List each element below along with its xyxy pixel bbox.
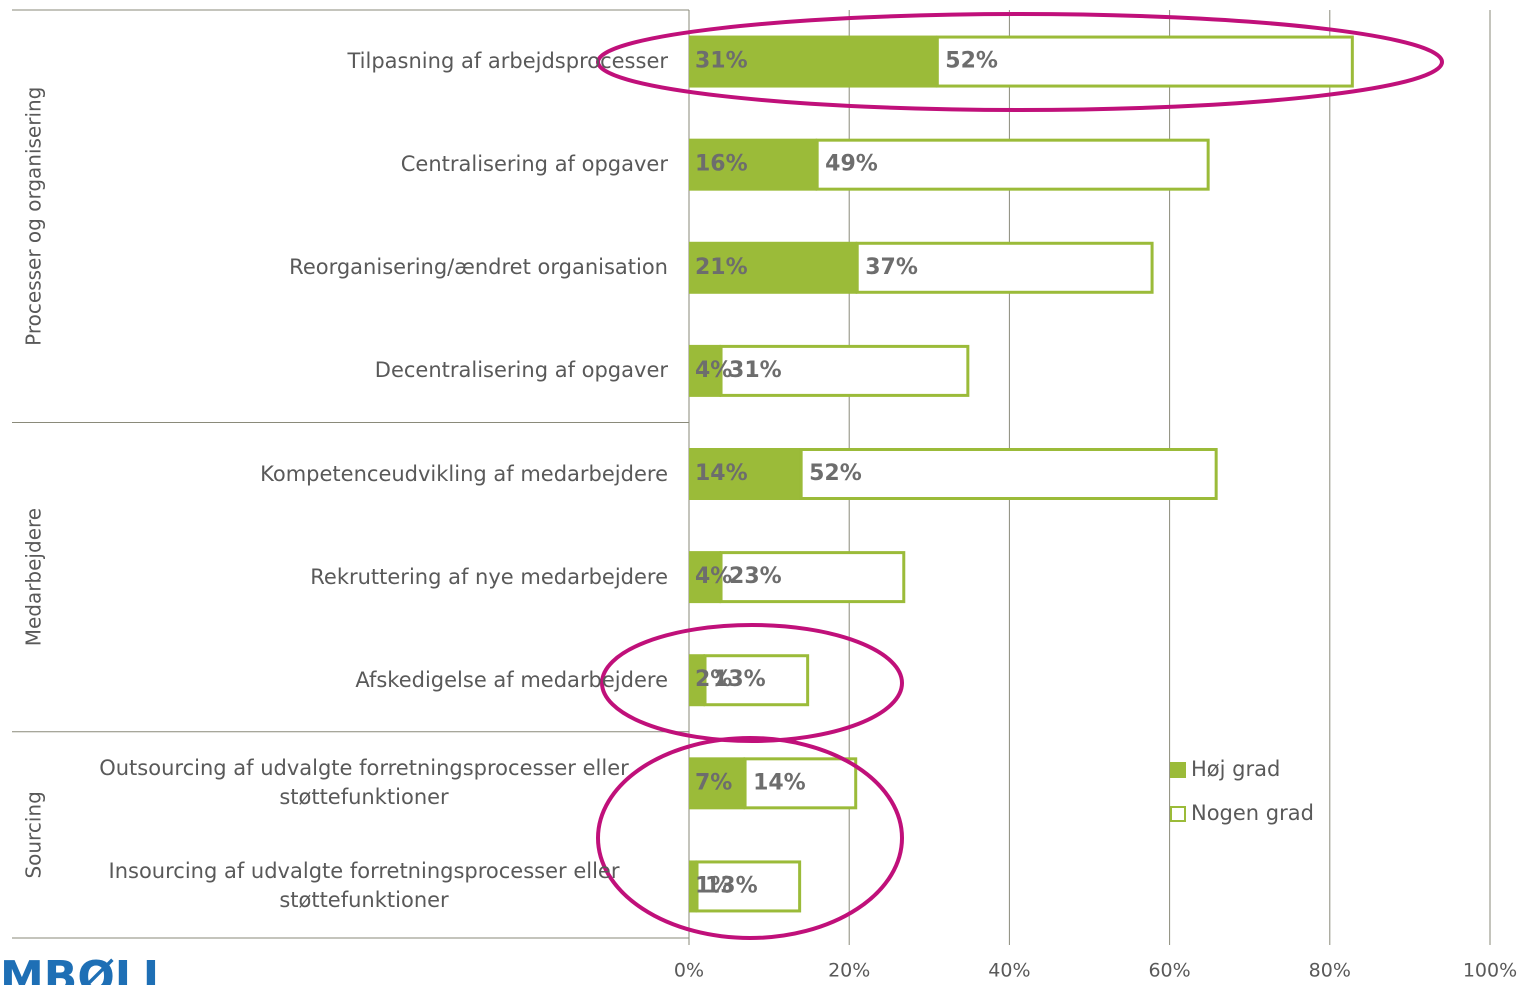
bar <box>799 448 1218 500</box>
data-label: 23% <box>729 564 782 589</box>
bar <box>703 654 810 707</box>
category-label-box: Reorganisering/ændret organisation <box>60 233 668 303</box>
highlight-ellipse <box>596 12 1444 112</box>
bar <box>719 551 906 604</box>
category-label-box: Outsourcing af udvalgte forretningsproce… <box>60 748 668 818</box>
bar <box>855 241 1154 294</box>
data-label: 14% <box>695 461 748 486</box>
group-label: Processer og organisering <box>22 87 46 346</box>
group-label: Sourcing <box>22 791 46 878</box>
data-label: 31% <box>695 49 748 74</box>
y-tick-label: Decentralisering af opgaver <box>374 358 668 383</box>
bar <box>935 35 1354 88</box>
bar <box>689 138 818 191</box>
category-label-box: Centralisering af opgaver <box>60 130 668 200</box>
category-label-box: Decentralisering af opgaver <box>60 336 668 406</box>
highlight-ellipse <box>600 623 904 743</box>
data-label: 1% <box>695 873 732 898</box>
logo: MBØLL <box>0 952 171 985</box>
bar <box>689 241 858 294</box>
data-label: 52% <box>809 461 862 486</box>
data-label: 2% <box>695 667 732 692</box>
bar <box>719 344 970 397</box>
y-tick-label: Outsourcing af udvalgte forretningsproce… <box>99 756 629 810</box>
x-tick-label: 60% <box>1148 960 1190 982</box>
data-label: 52% <box>945 49 998 74</box>
data-label: 37% <box>865 255 918 280</box>
bar <box>689 551 722 604</box>
category-label-box: Rekruttering af nye medarbejdere <box>60 542 668 612</box>
data-label: 16% <box>695 152 748 177</box>
legend-swatch <box>1170 806 1186 822</box>
data-label: 7% <box>695 770 732 795</box>
bar <box>743 757 858 810</box>
category-label-box: Kompetenceudvikling af medarbejdere <box>60 439 668 509</box>
x-tick-label: 80% <box>1309 960 1351 982</box>
x-tick-label: 0% <box>674 960 704 982</box>
y-tick-label: Kompetenceudvikling af medarbejdere <box>260 461 668 486</box>
data-label: 13% <box>713 667 766 692</box>
bar <box>695 860 802 913</box>
y-tick-label: Centralisering af opgaver <box>400 152 668 177</box>
data-label: 4% <box>695 564 732 589</box>
y-tick-label: Afskedigelse af medarbejdere <box>355 667 668 692</box>
bar <box>689 35 938 88</box>
bar <box>689 654 706 707</box>
bar <box>689 757 746 810</box>
category-label-box: Tilpasning af arbejdsprocesser <box>60 27 669 97</box>
y-tick-label: Reorganisering/ændret organisation <box>289 255 668 280</box>
bar <box>689 860 698 913</box>
x-tick-label: 20% <box>828 960 870 982</box>
group-label: Medarbejdere <box>22 508 46 646</box>
x-tick-label: 40% <box>988 960 1030 982</box>
data-label: 49% <box>825 152 878 177</box>
x-tick-label: 100% <box>1463 960 1517 982</box>
bar <box>815 138 1210 191</box>
legend-label: Nogen grad <box>1191 801 1314 825</box>
y-tick-label: Insourcing af udvalgte forretningsproces… <box>108 859 620 913</box>
legend-label: Høj grad <box>1191 757 1280 781</box>
bar <box>689 344 722 397</box>
y-tick-label: Tilpasning af arbejdsprocesser <box>347 49 669 74</box>
y-tick-label: Rekruttering af nye medarbejdere <box>310 564 668 589</box>
legend-swatch <box>1170 762 1186 778</box>
data-label: 21% <box>695 255 748 280</box>
data-label: 14% <box>753 770 806 795</box>
category-label-box: Afskedigelse af medarbejdere <box>60 645 668 715</box>
bar <box>689 448 802 500</box>
highlight-ellipse <box>596 736 904 940</box>
data-label: 4% <box>695 358 732 383</box>
category-label-box: Insourcing af udvalgte forretningsproces… <box>60 851 668 921</box>
data-label: 31% <box>729 358 782 383</box>
data-label: 13% <box>705 873 758 898</box>
